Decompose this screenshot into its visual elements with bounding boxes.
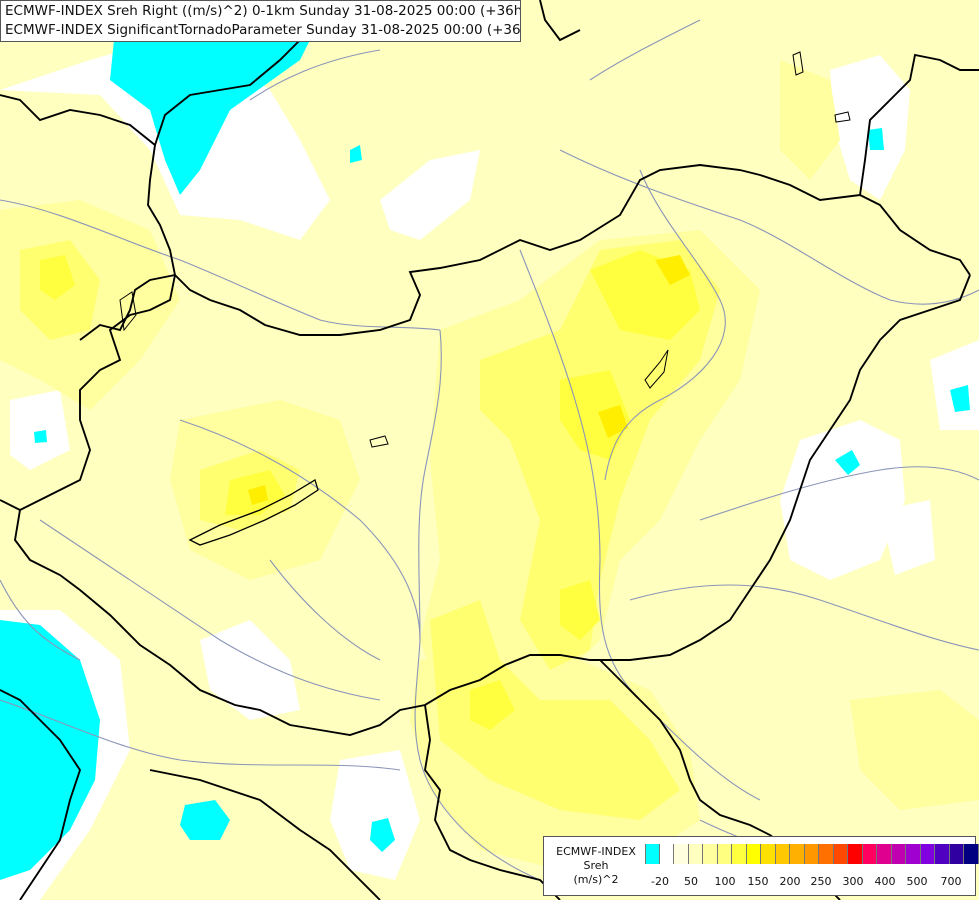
legend-swatch (819, 844, 834, 864)
cyan-area (350, 145, 362, 163)
lake (834, 111, 851, 123)
peak-yellow-area (598, 405, 628, 438)
map-title: ECMWF-INDEX Sreh Right ((m/s)^2) 0-1km S… (0, 0, 521, 42)
light-yellow-area (780, 60, 840, 180)
legend-swatch (645, 844, 660, 864)
legend-tick-label: 150 (747, 875, 769, 888)
legend-tick-label: 700 (940, 875, 962, 888)
peak-yellow-area (655, 255, 690, 285)
white-area (10, 390, 70, 470)
legend-tick-label: 50 (684, 875, 698, 888)
legend-swatch (862, 844, 877, 864)
strong-yellow-area (560, 580, 600, 640)
legend-line-2: Sreh (583, 859, 609, 872)
white-area (330, 750, 420, 880)
legend-tick-label: 100 (714, 875, 736, 888)
legend-swatch (732, 844, 747, 864)
cyan-area (370, 818, 395, 852)
cyan-area (0, 620, 100, 880)
cyan-area (180, 800, 230, 840)
lake (792, 51, 804, 76)
legend-swatch (906, 844, 921, 864)
legend-swatch (935, 844, 950, 864)
legend-swatch (920, 844, 935, 864)
legend-line-1: ECMWF-INDEX (556, 845, 636, 858)
legend-swatches (645, 844, 979, 864)
white-area (780, 420, 905, 580)
legend-swatch (775, 844, 790, 864)
peak-yellow-area (248, 485, 268, 505)
white-area (380, 150, 480, 240)
legend-tick-label: 500 (906, 875, 928, 888)
legend-swatch (848, 844, 863, 864)
white-area (880, 500, 935, 575)
legend-tick-label: 200 (779, 875, 801, 888)
light-yellow-area (850, 690, 979, 810)
legend-swatch (804, 844, 819, 864)
legend-swatch (761, 844, 776, 864)
legend-swatch (877, 844, 892, 864)
legend-tick-label: 300 (842, 875, 864, 888)
legend-swatch (891, 844, 906, 864)
cyan-area (868, 128, 884, 150)
cyan-area (34, 430, 47, 443)
cyan-area (950, 385, 970, 412)
mid-yellow-area (430, 600, 680, 820)
legend-tick-label: 250 (810, 875, 832, 888)
color-legend: ECMWF-INDEX Sreh (m/s)^2 -20 50 100 150 200 2… (543, 836, 979, 896)
legend-swatch (746, 844, 761, 864)
legend-label: ECMWF-INDEX Sreh (m/s)^2 (546, 845, 646, 887)
legend-swatch (703, 844, 718, 864)
cyan-area (835, 450, 860, 475)
strong-yellow-area (470, 680, 515, 730)
legend-swatch (688, 844, 703, 864)
strong-yellow-area (40, 255, 75, 300)
legend-tick-label: 400 (874, 875, 896, 888)
legend-swatch (659, 844, 674, 864)
lake (644, 349, 669, 389)
legend-ticks: -20 50 100 150 200 250 300 400 500 700 (645, 875, 975, 891)
legend-swatch (833, 844, 848, 864)
white-area (200, 620, 300, 720)
legend-tick-label: -20 (651, 875, 669, 888)
lake (369, 435, 389, 448)
rivers (0, 19, 979, 881)
cyan-area (110, 0, 330, 195)
strong-yellow-area (560, 370, 630, 460)
title-line-1: ECMWF-INDEX Sreh Right ((m/s)^2) 0-1km S… (5, 3, 521, 19)
legend-swatch (790, 844, 805, 864)
lake-balaton (188, 479, 319, 546)
legend-swatch (717, 844, 732, 864)
legend-swatch (964, 844, 979, 864)
title-line-2: ECMWF-INDEX SignificantTornadoParameter … (5, 22, 521, 38)
lake (119, 291, 137, 332)
legend-swatch (674, 844, 689, 864)
legend-swatch (949, 844, 964, 864)
legend-line-3: (m/s)^2 (573, 873, 619, 886)
